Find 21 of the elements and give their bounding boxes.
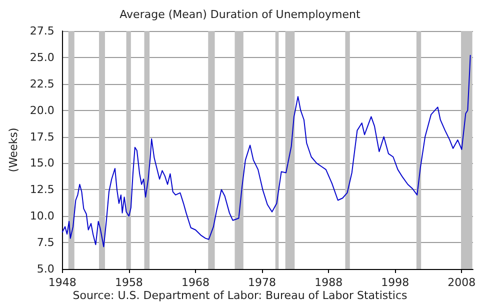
- x-tick-label: 1998: [381, 276, 410, 289]
- y-tick-label: 10.0: [30, 210, 54, 223]
- chart-title: Average (Mean) Duration of Unemployment: [120, 8, 361, 21]
- y-tick-label: 22.5: [30, 77, 54, 90]
- y-tick-label: 27.5: [30, 24, 54, 38]
- line-series: [62, 54, 471, 248]
- y-axis-title: (Weeks): [7, 128, 20, 172]
- y-tick-label: 25.0: [30, 50, 54, 64]
- y-tick-label: 5.0: [36, 262, 54, 276]
- y-tick-label: 12.5: [30, 183, 54, 196]
- source-note: Source: U.S. Department of Labor: Bureau of Labor Statistics: [72, 289, 408, 302]
- x-tick-label: 1988: [314, 276, 343, 289]
- x-tick-label: 1958: [114, 276, 143, 289]
- y-tick-label: 7.5: [36, 236, 54, 250]
- x-tick-label: 2008: [448, 276, 476, 289]
- y-tick-label: 20.0: [30, 104, 54, 117]
- y-tick-label: 15.0: [30, 156, 54, 170]
- x-tick-label: 1948: [48, 276, 76, 289]
- y-tick-label: 17.5: [30, 130, 54, 144]
- x-tick-label: 1968: [181, 276, 210, 289]
- x-tick-label: 1978: [248, 276, 276, 289]
